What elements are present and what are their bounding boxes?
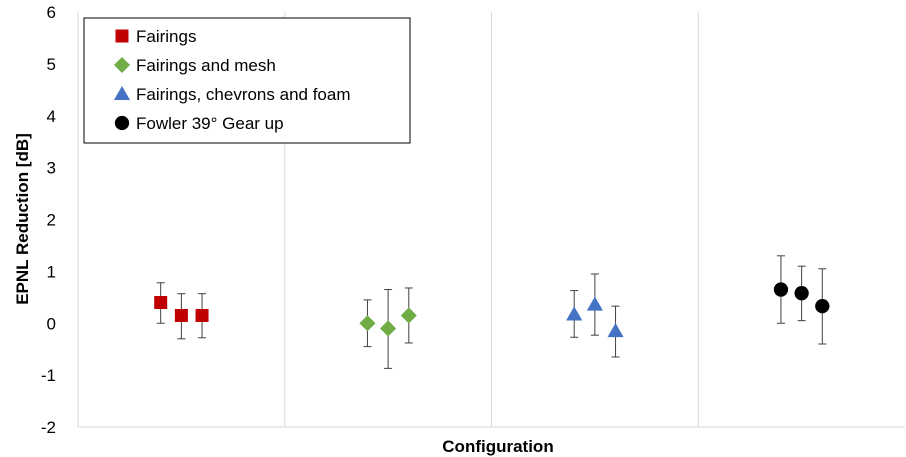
marker-diamond (380, 320, 397, 337)
legend-item: Fairings, chevrons and foam (113, 85, 351, 104)
legend: Fairings Fairings and mesh Fairings, chevr… (83, 17, 411, 144)
legend-box (83, 17, 411, 144)
y-tick-label: 5 (47, 55, 56, 74)
series-group (773, 255, 830, 345)
y-tick-labels: -2 -1 0 1 2 3 4 5 6 (41, 3, 56, 437)
y-tick-label: 1 (47, 262, 56, 281)
marker-triangle (566, 306, 583, 321)
y-tick-label: 2 (47, 211, 56, 230)
legend-label: Fairings, chevrons and foam (136, 85, 351, 104)
marker-circle (815, 298, 830, 314)
data-points (154, 255, 830, 369)
series-group (359, 287, 417, 369)
marker-square (195, 308, 209, 322)
marker-triangle (113, 85, 131, 101)
marker-square (174, 308, 188, 322)
legend-item: Fowler 39° Gear up (114, 114, 284, 133)
marker-triangle (586, 296, 603, 311)
x-axis-title: Configuration (442, 437, 553, 456)
legend-label: Fowler 39° Gear up (136, 114, 284, 133)
y-axis-title: EPNL Reduction [dB] (13, 133, 32, 305)
y-tick-label: 4 (47, 107, 56, 126)
legend-item: Fairings and mesh (113, 56, 276, 75)
legend-label: Fairings and mesh (136, 56, 276, 75)
marker-triangle (607, 322, 624, 338)
y-tick-label: 6 (47, 3, 56, 22)
marker-circle (114, 115, 130, 131)
legend-item: Fairings (115, 27, 196, 46)
marker-diamond (113, 56, 131, 74)
marker-diamond (400, 307, 417, 324)
marker-circle (773, 282, 789, 297)
plot-frame (77, 12, 905, 428)
series-group (566, 273, 624, 358)
y-tick-label: -1 (41, 366, 56, 385)
series-group (154, 282, 209, 340)
y-tick-label: -2 (41, 418, 56, 437)
marker-diamond (359, 315, 376, 332)
marker-square (154, 296, 168, 309)
y-tick-label: 3 (47, 159, 56, 178)
marker-square (115, 29, 129, 43)
legend-label: Fairings (136, 27, 196, 46)
marker-circle (794, 286, 809, 301)
y-tick-label: 0 (47, 314, 56, 333)
